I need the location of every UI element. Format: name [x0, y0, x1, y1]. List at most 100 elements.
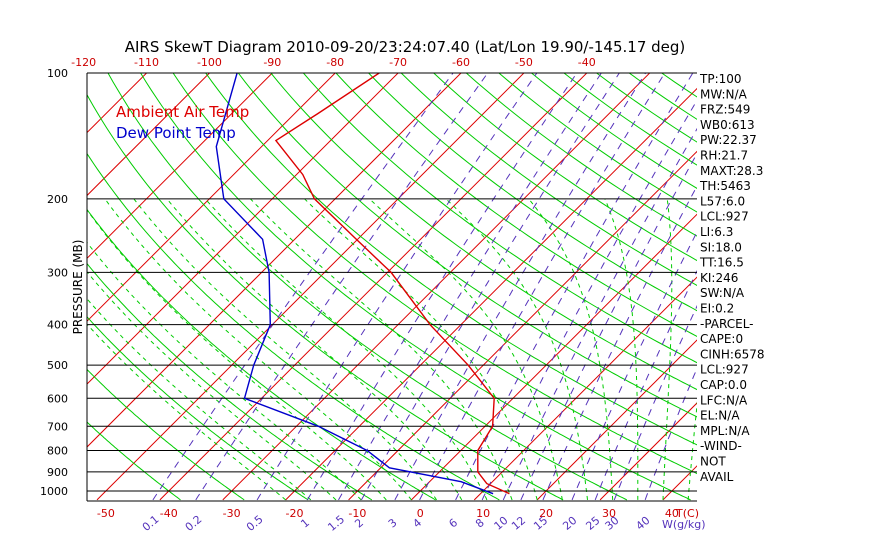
stat-line: MPL:N/A: [700, 424, 750, 438]
mixing-ratio-line: [613, 304, 697, 501]
stat-line: CAPE:0: [700, 332, 743, 346]
pressure-tick-label: 200: [47, 193, 68, 206]
y-axis-label: PRESSURE (MB): [71, 240, 85, 335]
isotherm-line: [87, 73, 148, 134]
isobar-lines: [87, 73, 697, 492]
temperature-tick-label: -30: [223, 507, 241, 520]
mixing-ratio-label: 12: [509, 514, 528, 533]
top-temperature-tick-label: -50: [515, 56, 533, 69]
isotherm-line: [222, 73, 651, 501]
temperature-tick-label: -10: [348, 507, 366, 520]
dry-adiabat-line: [530, 73, 697, 189]
dry-adiabat-line: [432, 73, 697, 262]
temperature-tick-label: -40: [160, 507, 178, 520]
moist-adiabat-line: [87, 323, 287, 501]
pressure-tick-label: 1000: [40, 485, 68, 498]
chart-title: AIRS SkewT Diagram 2010-09-20/23:24:07.4…: [125, 38, 686, 56]
stat-line: LI:6.3: [700, 225, 733, 239]
x-axis-label: T(C): [675, 507, 699, 520]
temperature-tick-label: 20: [539, 507, 553, 520]
mixing-ratio-line: [394, 73, 647, 501]
stat-line: MAXT:28.3: [700, 164, 763, 178]
stat-line: TH:5463: [699, 179, 751, 193]
isotherm-line: [411, 213, 697, 501]
isotherm-line: [87, 73, 336, 322]
top-temperature-tick-label: -40: [578, 56, 596, 69]
mixing-ratio-label: 3: [386, 516, 400, 530]
isotherm-line: [599, 402, 697, 501]
stat-line: WB0:613: [700, 118, 755, 132]
mixing-ratio-line: [256, 73, 538, 501]
mixing-ratio-label: 10: [492, 514, 511, 533]
pressure-tick-label: 500: [47, 359, 68, 372]
mixing-ratio-line: [338, 73, 602, 501]
pressure-tick-label: 300: [47, 266, 68, 279]
stat-line: -PARCEL-: [700, 317, 754, 331]
moist-adiabat-lines: [87, 198, 697, 501]
moist-adiabat-line: [166, 198, 463, 501]
dry-adiabat-line: [87, 93, 564, 501]
moist-adiabat-line: [250, 198, 513, 501]
temperature-tick-label: -20: [286, 507, 304, 520]
stat-line: PW:22.37: [700, 133, 757, 147]
moist-adiabat-line: [528, 198, 614, 500]
stat-line: RH:21.7: [700, 149, 748, 163]
pressure-tick-label: 900: [47, 466, 68, 479]
isotherm-line: [87, 73, 274, 260]
isotherm-line: [87, 73, 211, 197]
stat-line: CAP:0.0: [700, 378, 747, 392]
top-temperature-ticks: -120 -110 -100 -90 -80 -70 -60 -50 -40: [71, 56, 596, 69]
moist-adiabat-line: [87, 209, 387, 501]
mixing-ratio-label: 1.5: [325, 513, 347, 534]
mixing-ratio-label: 0.5: [244, 513, 266, 534]
mixing-ratio-line: [360, 73, 620, 501]
dry-adiabat-line: [107, 73, 628, 501]
temperature-tick-label: 10: [476, 507, 490, 520]
moist-adiabat-line: [204, 198, 488, 501]
isotherm-line: [789, 54, 870, 500]
dew-point-temp-line: [215, 73, 494, 495]
ambient-air-temp-line: [274, 73, 510, 495]
moist-adiabat-line: [104, 198, 412, 501]
isotherm-line: [96, 73, 525, 501]
isotherm-line: [536, 339, 697, 501]
dry-adiabat-line: [87, 152, 500, 501]
mixing-ratio-line: [644, 367, 697, 501]
mixing-ratio-line: [520, 152, 697, 501]
stat-line: CINH:6578: [700, 347, 765, 361]
dry-adiabat-line: [400, 73, 697, 286]
dry-adiabat-lines: [87, 73, 697, 501]
stat-line: FRZ:549: [700, 103, 750, 117]
stat-line: TP:100: [699, 72, 742, 86]
plot-frame: [86, 72, 697, 502]
moist-adiabat-line: [604, 198, 639, 500]
temperature-tick-label: 40: [665, 507, 679, 520]
dry-adiabat-line: [302, 73, 697, 364]
mixing-ratio-unit-label: W(g/kg): [662, 518, 706, 531]
moist-adiabat-line: [87, 298, 312, 501]
dry-adiabat-line: [87, 421, 181, 501]
top-temperature-tick-label: -110: [134, 56, 159, 69]
chart-legend: Ambient Air Temp Dew Point Temp: [116, 103, 249, 142]
temperature-tick-label: 0: [417, 507, 424, 520]
legend-dew-point-temp: Dew Point Temp: [116, 124, 236, 142]
top-temperature-tick-label: -120: [71, 56, 96, 69]
mixing-ratio-line: [419, 73, 666, 501]
stat-line: EL:N/A: [700, 409, 740, 423]
mixing-ratio-line: [594, 270, 697, 501]
moist-adiabat-line: [662, 198, 673, 500]
stat-line: LFC:N/A: [700, 393, 748, 407]
isotherm-line: [473, 276, 697, 501]
plot-area: [87, 54, 870, 501]
mixing-ratio-lines: [152, 73, 697, 501]
dry-adiabat-line: [367, 73, 697, 312]
isotherm-line: [285, 87, 697, 501]
mixing-ratio-label: 6: [446, 516, 460, 530]
pressure-tick-label: 700: [47, 420, 68, 433]
stat-line: SW:N/A: [700, 286, 745, 300]
moist-adiabat-line: [445, 198, 588, 500]
stat-line: MW:N/A: [700, 87, 748, 101]
stat-line: L57:6.0: [700, 194, 745, 208]
mixing-ratio-line: [502, 127, 697, 501]
